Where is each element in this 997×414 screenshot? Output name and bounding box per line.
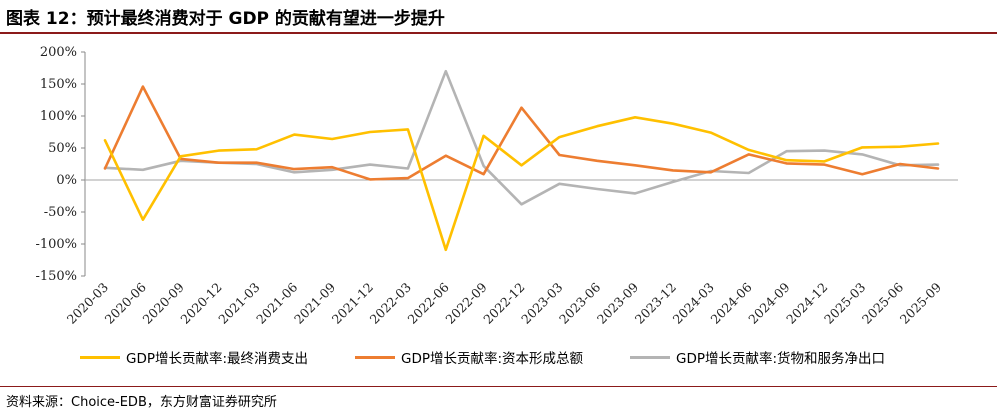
y-tick-label: 150% <box>40 77 77 92</box>
y-tick-label: 200% <box>40 45 77 60</box>
series-line-capital-formation <box>103 85 940 181</box>
x-tick-label: 2025-09 <box>897 279 944 326</box>
legend-item-net-exports: GDP增长贡献率:货物和服务净出口 <box>630 347 885 367</box>
legend-item-capital-formation: GDP增长贡献率:资本形成总额 <box>355 347 583 367</box>
title-divider <box>0 32 997 34</box>
legend-swatch <box>355 355 395 359</box>
y-tick-label: 50% <box>48 141 77 156</box>
y-tick-label: -150% <box>35 269 77 284</box>
legend-swatch <box>630 355 670 359</box>
legend-swatch <box>80 355 120 359</box>
y-tick-label: 0% <box>56 173 77 188</box>
y-tick-label: -50% <box>44 205 77 220</box>
legend-item-final-consumption: GDP增长贡献率:最终消费支出 <box>80 347 308 367</box>
series-line-net-exports <box>103 69 940 206</box>
y-tick-label: 100% <box>40 109 77 124</box>
line-chart: -150%-100%-50%0%50%100%150%200%2020-0320… <box>35 45 958 327</box>
y-tick-label: -100% <box>35 237 77 252</box>
source-note: 资料来源：Choice-EDB，东方财富证券研究所 <box>6 395 277 410</box>
legend-label: GDP增长贡献率:货物和服务净出口 <box>676 351 886 367</box>
series-line-final-consumption <box>103 116 940 252</box>
legend-label: GDP增长贡献率:最终消费支出 <box>126 351 309 367</box>
legend-label: GDP增长贡献率:资本形成总额 <box>401 351 584 367</box>
chart-title: 图表 12：预计最终消费对于 GDP 的贡献有望进一步提升 <box>6 9 445 29</box>
chart-legend: GDP增长贡献率:最终消费支出 GDP增长贡献率:资本形成总额 GDP增长贡献率… <box>0 347 997 373</box>
footer-divider <box>0 386 997 387</box>
